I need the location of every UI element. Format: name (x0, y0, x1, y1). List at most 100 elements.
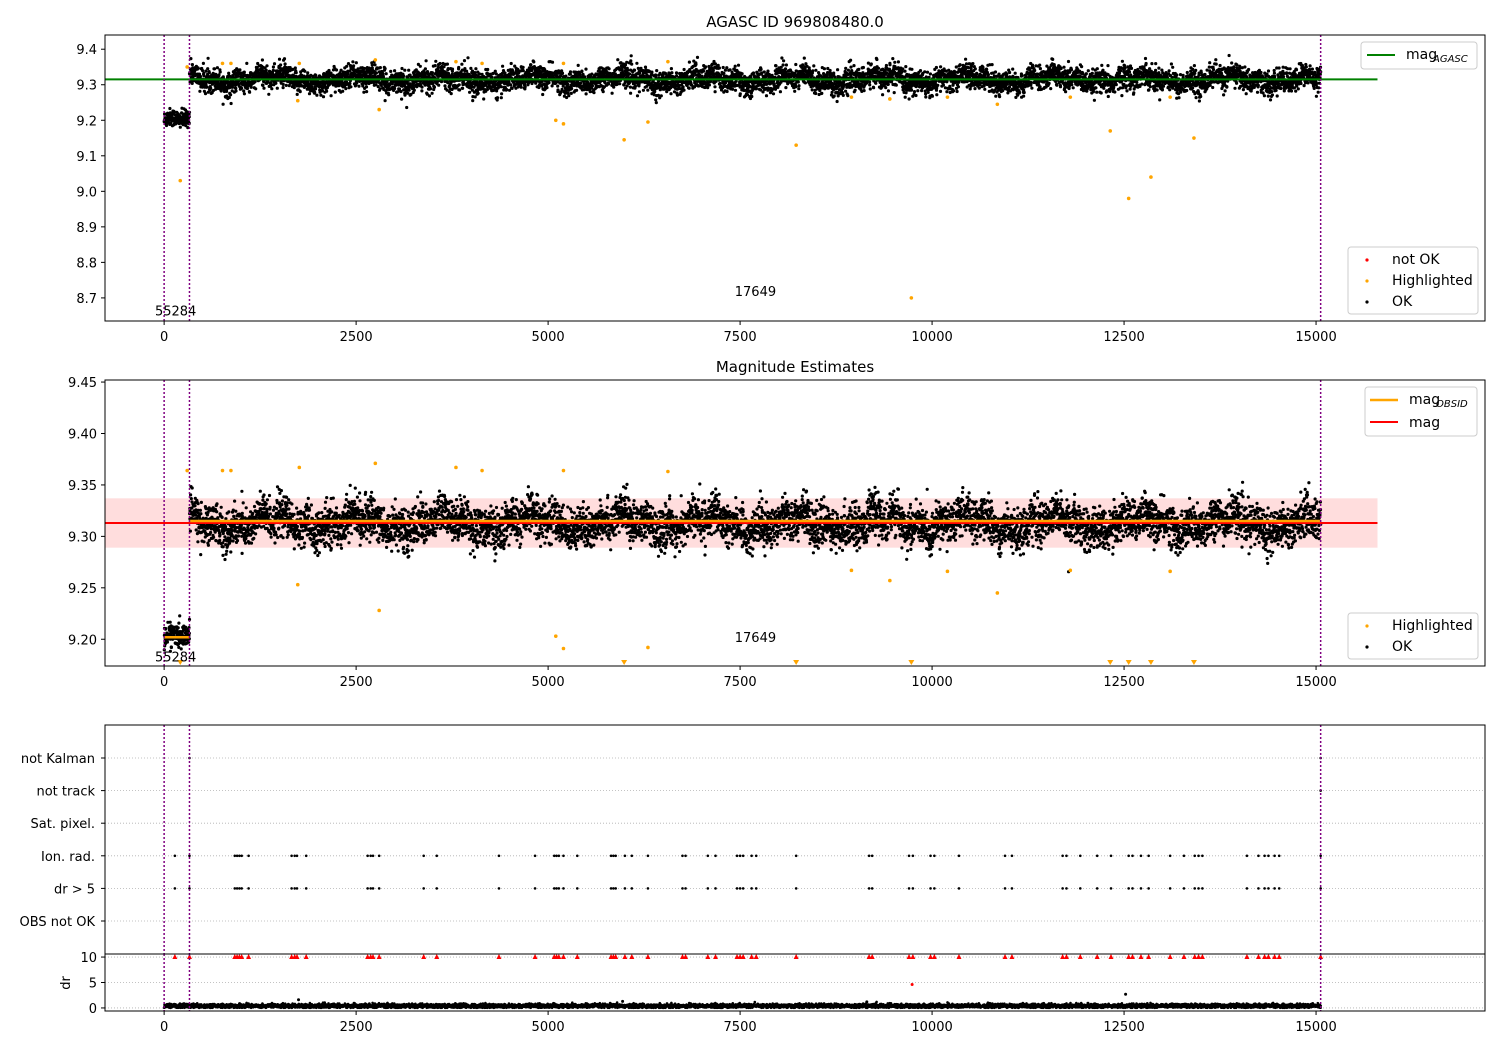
ok-point (509, 83, 513, 87)
ok-point (545, 86, 549, 90)
ok-point (434, 59, 438, 63)
ok-point (505, 88, 509, 92)
ok-point (910, 67, 914, 71)
ok-point (601, 90, 605, 94)
ok-point (319, 93, 323, 97)
ok-point (924, 95, 928, 99)
ok-point (348, 81, 352, 86)
ok-point (373, 63, 377, 67)
ok-point (313, 90, 317, 94)
ok-point (852, 64, 856, 68)
ok-point (357, 84, 361, 88)
ok-point (198, 74, 202, 78)
ok-point (225, 89, 229, 93)
ok-point (868, 80, 872, 84)
ok-point (713, 85, 717, 89)
ok-point (218, 70, 222, 74)
ok-point (751, 71, 756, 75)
ok-point (532, 60, 536, 64)
ok-point (907, 97, 911, 101)
ok-point (229, 101, 233, 106)
ok-point (401, 74, 406, 78)
ok-point (675, 93, 680, 97)
ok-point (420, 85, 424, 89)
ok-point (163, 112, 167, 116)
ok-point (281, 86, 285, 90)
ok-point (695, 55, 700, 60)
ok-point (973, 87, 977, 91)
ok-point (225, 94, 229, 98)
ok-point (407, 88, 411, 92)
ok-point (874, 81, 878, 85)
ok-point (733, 88, 738, 92)
ok-point (936, 83, 940, 87)
ok-point (400, 97, 404, 101)
ok-point (986, 73, 991, 77)
ok-point (796, 80, 800, 84)
ok-point (443, 84, 447, 88)
ok-point (407, 68, 411, 72)
ok-point (629, 91, 633, 95)
ok-point (378, 66, 382, 70)
ok-point (529, 63, 533, 67)
ok-point (306, 85, 310, 90)
ok-point (445, 62, 449, 66)
ok-point (253, 80, 257, 84)
ok-point (298, 90, 302, 94)
ok-point (606, 82, 611, 86)
ok-point (881, 93, 885, 97)
ok-point (329, 94, 333, 98)
ok-point (236, 74, 240, 78)
ok-point (206, 67, 210, 71)
ok-point (953, 70, 957, 74)
ok-point (849, 58, 853, 62)
ok-point (370, 66, 374, 70)
ok-point (590, 84, 595, 88)
ok-point (893, 60, 897, 64)
ok-point (771, 92, 776, 96)
ok-point (566, 82, 570, 87)
ok-point (263, 66, 267, 70)
ok-point (904, 65, 908, 69)
ok-point (334, 68, 339, 72)
ok-point (797, 84, 801, 88)
ok-point (242, 89, 246, 93)
ok-point (466, 56, 470, 60)
ok-point (547, 81, 551, 85)
ok-point (844, 89, 848, 93)
ok-point (618, 82, 622, 86)
ok-point (521, 69, 525, 73)
ok-point (429, 87, 433, 91)
ok-point (783, 67, 788, 71)
ok-point (875, 57, 879, 62)
ok-point (184, 124, 188, 128)
ok-point (914, 93, 918, 98)
ok-point (307, 92, 312, 96)
ok-point (229, 93, 233, 97)
ok-point (704, 65, 708, 69)
ok-point (190, 63, 194, 67)
ok-point (270, 87, 274, 91)
ok-point (687, 86, 691, 90)
ok-point (707, 83, 712, 87)
ok-point (903, 69, 907, 73)
ok-point (168, 106, 172, 111)
ok-point (306, 71, 310, 75)
ok-point (393, 69, 397, 73)
ok-point (383, 67, 387, 71)
ok-point (457, 83, 461, 87)
ok-point (291, 67, 295, 71)
ok-point (355, 81, 359, 85)
ok-point (717, 66, 722, 70)
ok-point (292, 86, 296, 90)
ok-point (836, 68, 840, 72)
ok-point (570, 86, 574, 91)
ok-point (738, 92, 742, 96)
ok-point (718, 81, 722, 86)
ok-point (580, 69, 584, 73)
ok-point (655, 69, 659, 73)
ok-point (541, 92, 545, 97)
ok-point (983, 87, 987, 91)
ok-point (670, 71, 674, 75)
ok-point (365, 90, 369, 94)
